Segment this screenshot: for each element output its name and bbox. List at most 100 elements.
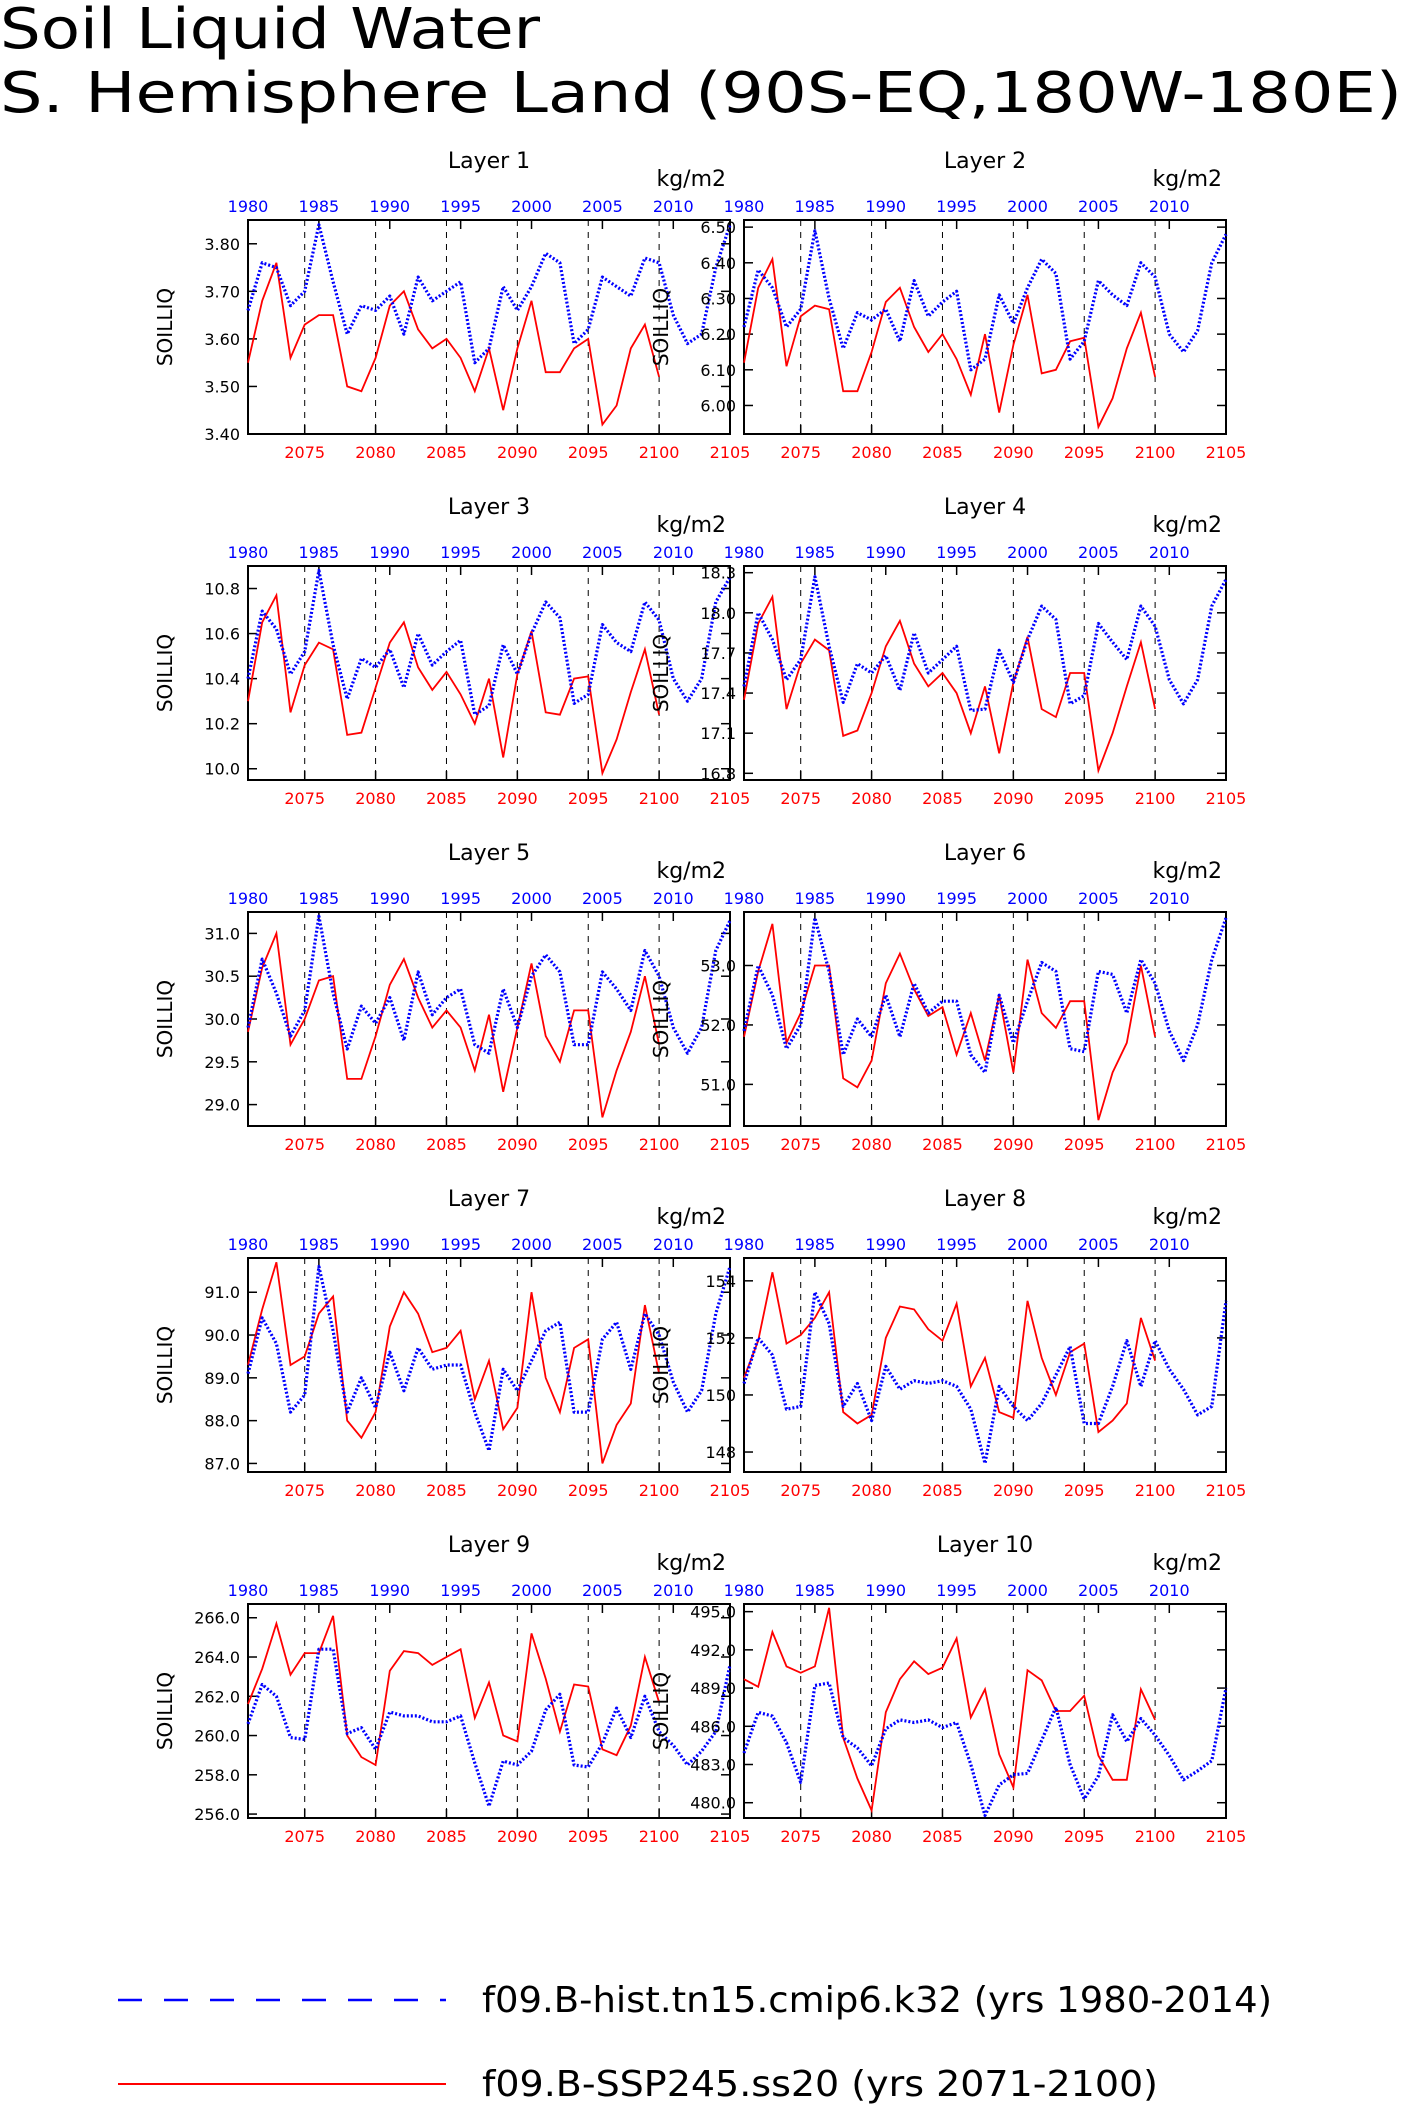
x-top-tick-label-2-2000: 2000 bbox=[1007, 197, 1048, 216]
x-top-tick-label-3-1995: 1995 bbox=[440, 543, 481, 562]
x-bottom-tick-label-6-2100: 2100 bbox=[1135, 1135, 1176, 1154]
x-bottom-tick-label-8-2075: 2075 bbox=[780, 1481, 821, 1500]
plot-frame-9 bbox=[247, 1603, 731, 1819]
plot-frame-4 bbox=[743, 565, 1227, 781]
y-tick-label-2-6.1: 6.10 bbox=[700, 361, 736, 380]
x-bottom-tick-label-1-2095: 2095 bbox=[568, 443, 609, 462]
x-bottom-tick-label-8-2090: 2090 bbox=[993, 1481, 1034, 1500]
units-label-5: kg/m2 bbox=[656, 859, 726, 884]
y-axis-label-9: SOILLIQ bbox=[153, 1672, 177, 1750]
x-top-tick-label-2-1985: 1985 bbox=[795, 197, 836, 216]
y-tick-label-4-17.7: 17.7 bbox=[700, 644, 736, 663]
x-top-tick-label-8-2010: 2010 bbox=[1149, 1235, 1190, 1254]
x-top-tick-label-5-1995: 1995 bbox=[440, 889, 481, 908]
panel-title-6: Layer 6 bbox=[944, 841, 1026, 866]
panel-layer-10: Layer 10 kg/m2 SOILLIQ 480.0 483.0 486.0 489.0… bbox=[649, 1533, 1246, 1846]
x-bottom-tick-label-4-2100: 2100 bbox=[1135, 789, 1176, 808]
x-top-tick-label-8-1980: 1980 bbox=[724, 1235, 765, 1254]
x-top-tick-label-1-1990: 1990 bbox=[369, 197, 410, 216]
y-tick-label-4-17.4: 17.4 bbox=[700, 684, 736, 703]
legend: f09.B-hist.tn15.cmip6.k32 (yrs 1980-2014… bbox=[118, 1980, 1272, 2105]
legend-hist-label: f09.B-hist.tn15.cmip6.k32 (yrs 1980-2014… bbox=[482, 1980, 1272, 2021]
x-top-tick-label-7-1990: 1990 bbox=[369, 1235, 410, 1254]
x-top-tick-label-5-1985: 1985 bbox=[299, 889, 340, 908]
x-top-tick-label-9-1990: 1990 bbox=[369, 1581, 410, 1600]
x-top-tick-label-3-1980: 1980 bbox=[228, 543, 269, 562]
y-tick-label-5-31: 31.0 bbox=[204, 924, 240, 943]
y-axis-label-8: SOILLIQ bbox=[649, 1326, 673, 1404]
x-top-tick-label-1-1995: 1995 bbox=[440, 197, 481, 216]
plot-frame-6 bbox=[743, 911, 1227, 1127]
units-label-2: kg/m2 bbox=[1152, 167, 1222, 192]
x-bottom-tick-label-10-2105: 2105 bbox=[1206, 1827, 1247, 1846]
y-tick-label-4-18: 18.0 bbox=[700, 604, 736, 623]
x-top-tick-label-8-2000: 2000 bbox=[1007, 1235, 1048, 1254]
y-tick-label-2-6.4: 6.40 bbox=[700, 254, 736, 273]
panel-layer-8: Layer 8 kg/m2 SOILLIQ 148 150 152 154 2075 2080 2… bbox=[649, 1187, 1246, 1500]
x-top-tick-label-2-1980: 1980 bbox=[724, 197, 765, 216]
x-top-tick-label-6-1995: 1995 bbox=[936, 889, 977, 908]
y-tick-label-8-154: 154 bbox=[705, 1272, 736, 1291]
x-bottom-tick-label-1-2105: 2105 bbox=[710, 443, 751, 462]
units-label-4: kg/m2 bbox=[1152, 513, 1222, 538]
series-hist-line-5 bbox=[246, 914, 732, 1055]
y-tick-label-5-29.5: 29.5 bbox=[204, 1053, 240, 1072]
x-bottom-tick-label-1-2090: 2090 bbox=[497, 443, 538, 462]
y-tick-label-4-17.1: 17.1 bbox=[700, 724, 736, 743]
y-tick-label-2-6: 6.00 bbox=[700, 396, 736, 415]
y-tick-label-7-88: 88.0 bbox=[204, 1412, 240, 1431]
y-axis-label-1: SOILLIQ bbox=[153, 288, 177, 366]
y-tick-label-1-3.4: 3.40 bbox=[204, 425, 240, 444]
x-top-tick-label-10-2005: 2005 bbox=[1078, 1581, 1119, 1600]
panel-layer-5: Layer 5 kg/m2 SOILLIQ 29.0 29.5 30.0 30.5 31.0 2… bbox=[153, 841, 750, 1154]
x-bottom-tick-label-10-2085: 2085 bbox=[922, 1827, 963, 1846]
x-top-tick-label-1-2000: 2000 bbox=[511, 197, 552, 216]
panel-title-7: Layer 7 bbox=[448, 1187, 530, 1212]
units-label-6: kg/m2 bbox=[1152, 859, 1222, 884]
y-tick-label-1-3.6: 3.60 bbox=[204, 330, 240, 349]
x-bottom-tick-label-3-2090: 2090 bbox=[497, 789, 538, 808]
x-top-tick-label-7-2005: 2005 bbox=[582, 1235, 623, 1254]
x-top-tick-label-3-2005: 2005 bbox=[582, 543, 623, 562]
x-top-tick-label-9-2000: 2000 bbox=[511, 1581, 552, 1600]
x-bottom-tick-label-9-2080: 2080 bbox=[355, 1827, 396, 1846]
x-top-tick-label-2-1995: 1995 bbox=[936, 197, 977, 216]
y-tick-label-10-492: 492.0 bbox=[690, 1641, 736, 1660]
x-top-tick-label-2-2010: 2010 bbox=[1149, 197, 1190, 216]
x-bottom-tick-label-6-2080: 2080 bbox=[851, 1135, 892, 1154]
y-tick-label-5-30.5: 30.5 bbox=[204, 967, 240, 986]
x-top-tick-label-1-1985: 1985 bbox=[299, 197, 340, 216]
panel-layer-2: Layer 2 kg/m2 SOILLIQ 6.00 6.10 6.20 6.30 6.40 6… bbox=[649, 149, 1246, 462]
x-top-tick-label-4-1985: 1985 bbox=[795, 543, 836, 562]
x-bottom-tick-label-2-2095: 2095 bbox=[1064, 443, 1105, 462]
x-top-tick-label-7-1995: 1995 bbox=[440, 1235, 481, 1254]
x-top-tick-label-4-1990: 1990 bbox=[865, 543, 906, 562]
x-top-tick-label-5-2010: 2010 bbox=[653, 889, 694, 908]
x-bottom-tick-label-10-2090: 2090 bbox=[993, 1827, 1034, 1846]
y-tick-label-10-489: 489.0 bbox=[690, 1679, 736, 1698]
x-top-tick-label-6-1980: 1980 bbox=[724, 889, 765, 908]
x-top-tick-label-2-2005: 2005 bbox=[1078, 197, 1119, 216]
x-bottom-tick-label-1-2085: 2085 bbox=[426, 443, 467, 462]
y-tick-label-6-51: 51.0 bbox=[700, 1075, 736, 1094]
x-bottom-tick-label-5-2105: 2105 bbox=[710, 1135, 751, 1154]
panel-title-1: Layer 1 bbox=[448, 149, 530, 174]
x-bottom-tick-label-9-2090: 2090 bbox=[497, 1827, 538, 1846]
x-top-tick-label-5-2000: 2000 bbox=[511, 889, 552, 908]
x-bottom-tick-label-9-2085: 2085 bbox=[426, 1827, 467, 1846]
x-top-tick-label-10-2010: 2010 bbox=[1149, 1581, 1190, 1600]
series-ssp245-line-8 bbox=[743, 1272, 1156, 1434]
x-top-tick-label-6-2010: 2010 bbox=[1149, 889, 1190, 908]
x-top-tick-label-10-1980: 1980 bbox=[724, 1581, 765, 1600]
y-tick-label-10-486: 486.0 bbox=[690, 1717, 736, 1736]
panel-title-8: Layer 8 bbox=[944, 1187, 1026, 1212]
panel-layer-6: Layer 6 kg/m2 SOILLIQ 51.0 52.0 53.0 2075 2080 2… bbox=[649, 841, 1246, 1154]
x-bottom-tick-label-5-2075: 2075 bbox=[284, 1135, 325, 1154]
figure-title-line1: Soil Liquid Water bbox=[0, 0, 541, 62]
x-top-tick-label-3-1990: 1990 bbox=[369, 543, 410, 562]
y-tick-label-8-148: 148 bbox=[705, 1443, 736, 1462]
x-top-tick-label-5-2005: 2005 bbox=[582, 889, 623, 908]
y-tick-label-7-87: 87.0 bbox=[204, 1454, 240, 1473]
x-top-tick-label-1-2005: 2005 bbox=[582, 197, 623, 216]
x-top-tick-label-2-1990: 1990 bbox=[865, 197, 906, 216]
